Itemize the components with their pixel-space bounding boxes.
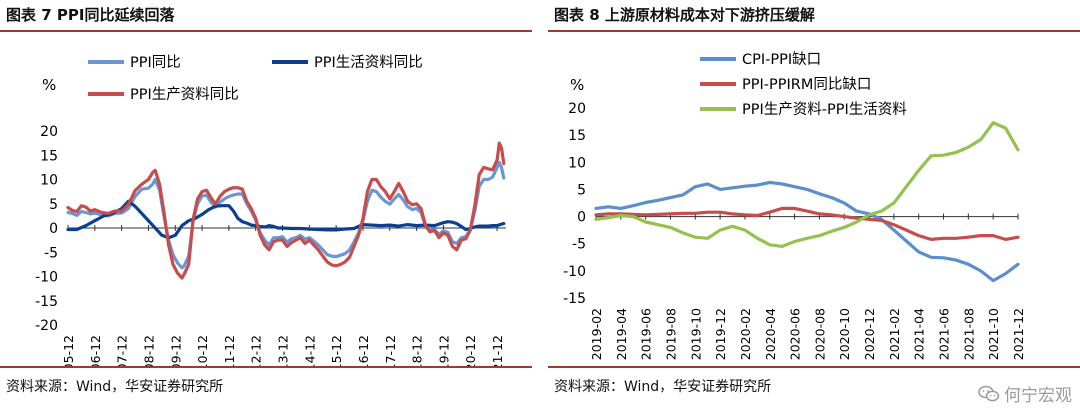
- x-tick-label: 2007-12: [115, 335, 130, 366]
- y-tick-label: 0: [577, 210, 586, 226]
- x-tick-label: 2019-12: [436, 335, 451, 366]
- x-tick-label: 2013-12: [276, 335, 291, 366]
- x-tick-label: 2021-10: [986, 308, 1001, 360]
- x-tick-label: 2016-12: [356, 335, 371, 366]
- x-tick-label: 2021-12: [1011, 308, 1026, 360]
- gap-chart: % -15 -10 -5 0 5 10 15 20 2019-02 2019-04 2019-06 20…: [563, 51, 1026, 360]
- y-tick-label: -10: [35, 270, 58, 286]
- y-tick-label: 5: [49, 197, 58, 213]
- x-tick-label: 2019-10: [688, 308, 703, 360]
- figure-7-source: 资料来源：Wind，华安证券研究所: [6, 379, 224, 395]
- ppi-chart: % -20 -15 -10 -5 0 5 10 15 20 2005-12 2006-12 2007-1…: [35, 54, 506, 366]
- y-tick-label: -15: [35, 294, 58, 310]
- x-tick-label: 2020-12: [463, 335, 478, 366]
- figure-8-panel: 图表 8 上游原材料成本对下游挤压缓解 % -15 -10 -5 0 5 10 15 20 201…: [548, 0, 1080, 416]
- series-line-2: [66, 199, 506, 240]
- x-tick-label: 2019-04: [614, 308, 629, 360]
- x-tick-label: 2020-08: [812, 308, 827, 360]
- x-tick-label: 2015-12: [329, 335, 344, 366]
- figure-7-panel: 图表 7 PPI同比延续回落 % -20 -15 -10 -5 0 5 10 15 20 2005-…: [0, 0, 532, 416]
- y-tick-label: 20: [568, 101, 586, 117]
- x-tick-label: 2020-04: [763, 308, 778, 360]
- x-tick-label: 2021-02: [887, 308, 902, 360]
- x-tick-label: 2011-12: [222, 335, 237, 366]
- series-line-3: [594, 121, 1020, 248]
- y-tick-label: -20: [35, 318, 58, 334]
- x-tick-label: 2021-08: [961, 308, 976, 360]
- x-tick-label: 2010-12: [195, 335, 210, 366]
- figure-7-top-rule: [0, 30, 532, 32]
- legend-label: CPI-PPI缺口: [742, 51, 821, 68]
- watermark: 何宁宏观: [978, 381, 1072, 406]
- figure-7-bottom-rule: [0, 366, 532, 368]
- watermark-text: 何宁宏观: [1004, 386, 1072, 406]
- x-tick-label: 2019-08: [663, 308, 678, 360]
- series-line-1: [66, 160, 506, 270]
- x-tick-label: 2006-12: [88, 335, 103, 366]
- figure-8-title: 图表 8 上游原材料成本对下游挤压缓解: [554, 6, 815, 24]
- x-tick-label: 2020-12: [862, 308, 877, 360]
- legend-label: PPI-PPIRM同比缺口: [742, 76, 871, 93]
- x-tick-label: 2017-12: [383, 335, 398, 366]
- figure-8-bottom-rule: [548, 366, 1080, 368]
- series-line-2: [594, 206, 1020, 241]
- y-tick-label: -5: [572, 237, 586, 253]
- legend-label: PPI生产资料-PPI生活资料: [742, 101, 907, 118]
- wechat-icon: [978, 385, 1000, 401]
- x-tick-label: 2021-12: [490, 335, 505, 366]
- x-tick-label: 2018-12: [410, 335, 425, 366]
- y-axis-label: %: [42, 76, 56, 94]
- figure-8-top-rule: [548, 30, 1080, 32]
- x-tick-label: 2020-06: [788, 308, 803, 360]
- x-tick-label: 2021-06: [937, 308, 952, 360]
- series-line-3: [66, 141, 506, 280]
- y-tick-label: -5: [44, 245, 58, 261]
- y-tick-label: 15: [40, 148, 58, 164]
- y-tick-label: -10: [563, 264, 586, 280]
- x-tick-label: 2012-12: [249, 335, 264, 366]
- x-tick-label: 2019-06: [639, 308, 654, 360]
- y-tick-label: -15: [563, 291, 586, 307]
- y-tick-label: 5: [577, 182, 586, 198]
- x-tick-label: 2019-12: [713, 308, 728, 360]
- y-tick-label: 0: [49, 221, 58, 237]
- y-tick-label: 15: [568, 128, 586, 144]
- legend-label: PPI生活资料同比: [314, 54, 423, 71]
- y-tick-label: 10: [568, 155, 586, 171]
- y-tick-label: 10: [40, 173, 58, 189]
- x-tick-label: 2008-12: [141, 335, 156, 366]
- legend-label: PPI生产资料同比: [130, 86, 239, 103]
- x-tick-label: 2014-12: [302, 335, 317, 366]
- x-tick-label: 2020-02: [738, 308, 753, 360]
- figure-7-title: 图表 7 PPI同比延续回落: [6, 6, 175, 24]
- y-axis-label: %: [570, 76, 584, 94]
- series-line-1: [594, 180, 1020, 283]
- x-tick-label: 2009-12: [168, 335, 183, 366]
- x-tick-label: 2005-12: [61, 335, 76, 366]
- x-tick-label: 2021-04: [912, 308, 927, 360]
- legend-label: PPI同比: [130, 54, 181, 71]
- figure-8-source: 资料来源：Wind，华安证券研究所: [554, 379, 772, 395]
- x-tick-label: 2020-10: [837, 308, 852, 360]
- y-tick-label: 20: [40, 124, 58, 140]
- x-tick-label: 2019-02: [589, 308, 604, 360]
